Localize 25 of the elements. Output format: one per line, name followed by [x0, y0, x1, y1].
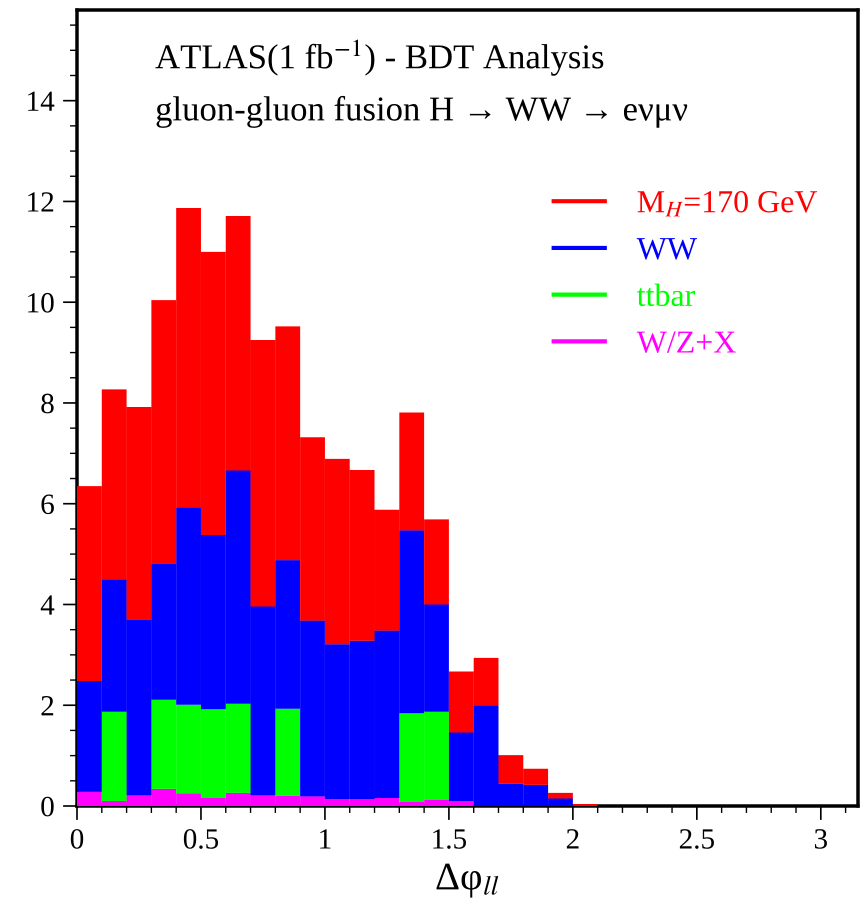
text: gluon-gluon fusion H → WW → eνμν — [156, 96, 688, 128]
y-tick-label: 14 — [28, 92, 54, 111]
y-tick-label: 2 — [41, 696, 54, 716]
legend-label: ttbar — [637, 284, 695, 306]
x-tick-label: 0.5 — [184, 829, 218, 849]
x-tick-label: 3 — [814, 829, 827, 849]
x-tick-label: 1.5 — [433, 829, 466, 849]
y-tick-label: 10 — [28, 292, 54, 313]
legend-label: M$_{H}$=170 GeV — [638, 190, 818, 216]
x-axis-title: Δφ$_{ll}$ — [436, 864, 498, 898]
legend-label: WW — [636, 238, 697, 260]
bar — [548, 792, 573, 798]
y-tick-label: 4 — [40, 595, 54, 615]
x-tick-label: 2 — [566, 829, 579, 848]
x-tick-label: 0 — [70, 829, 84, 849]
y-tick-label: 6 — [41, 494, 54, 514]
bar — [275, 708, 300, 796]
y-tick-label: 0 — [41, 796, 54, 816]
x-tick-label: 2.5 — [680, 829, 714, 849]
x-tick-label: 1 — [320, 829, 330, 848]
bar — [102, 712, 127, 801]
y-tick-label: 8 — [41, 394, 54, 414]
text: ATLAS(1 fb$^{−1}$) - BDT Analysis — [155, 40, 604, 76]
legend-label: W/Z+X — [636, 331, 736, 354]
y-tick-label: 12 — [28, 192, 54, 212]
